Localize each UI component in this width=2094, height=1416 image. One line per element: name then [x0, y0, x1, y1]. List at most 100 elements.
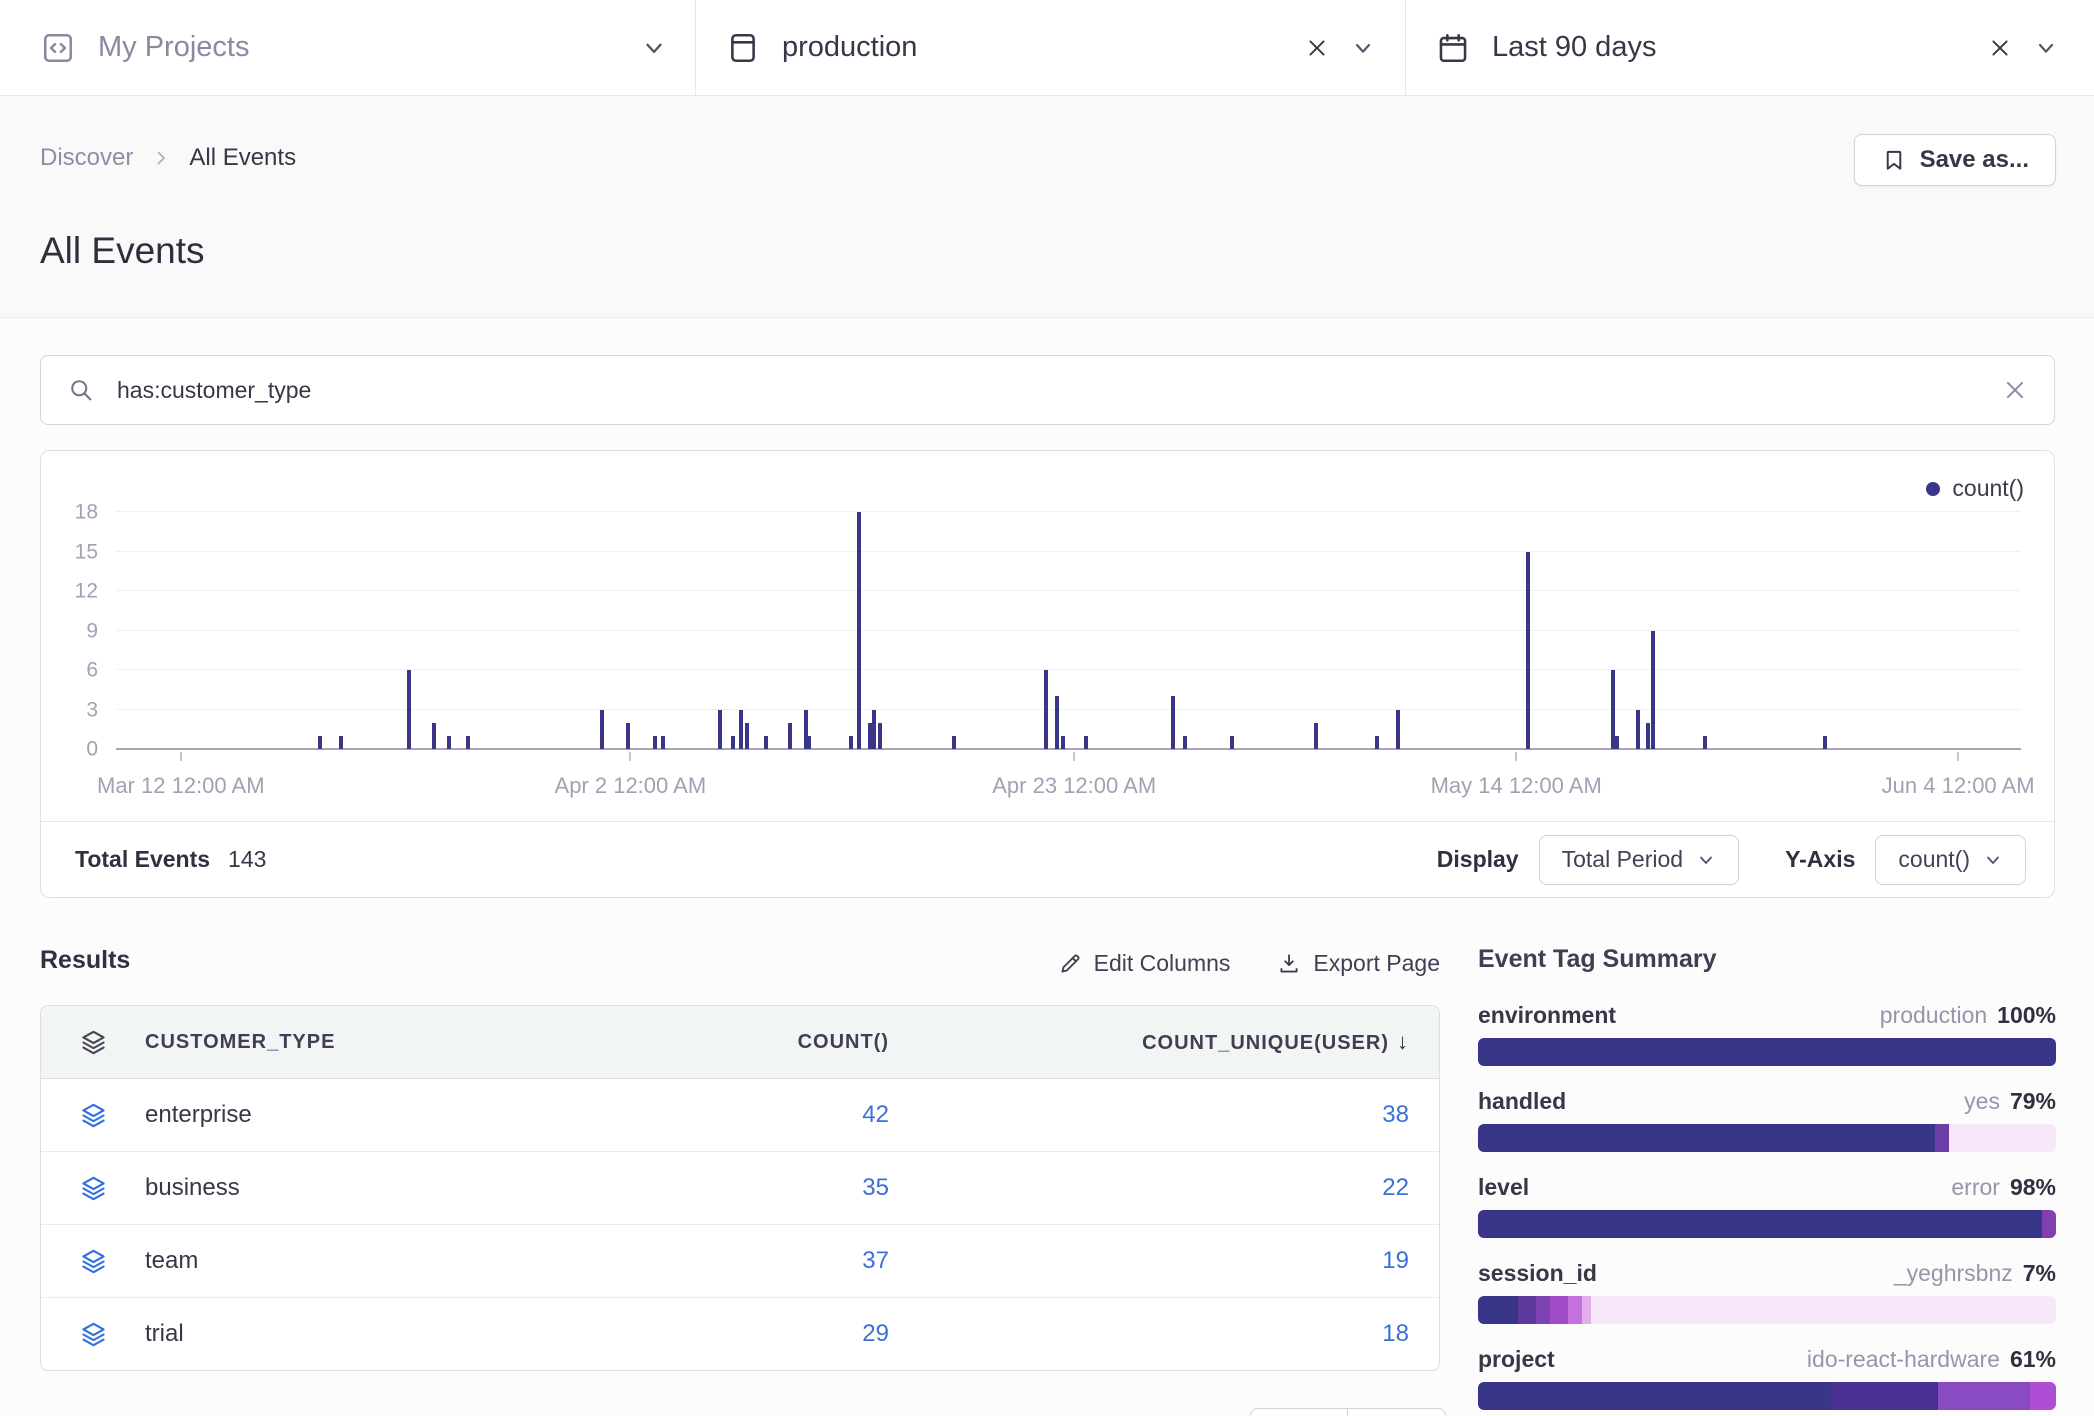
chart-bar[interactable]	[1182, 735, 1187, 749]
save-as-button[interactable]: Save as...	[1853, 134, 2056, 186]
date-range-selector[interactable]: Last 90 days	[1405, 0, 2094, 95]
chart-bar[interactable]	[1525, 551, 1530, 749]
tag-bar-segment[interactable]	[1830, 1382, 1938, 1410]
tag-bar-segment[interactable]	[1478, 1124, 1935, 1152]
tag-bar-segment[interactable]	[1550, 1296, 1568, 1324]
chevron-down-icon[interactable]	[1351, 36, 1375, 60]
chart-bar[interactable]	[432, 722, 437, 749]
tag-distribution-bar[interactable]	[1478, 1210, 2056, 1238]
edit-columns-button[interactable]: Edit Columns	[1057, 950, 1230, 977]
chevron-down-icon[interactable]	[641, 35, 667, 61]
tag-bar-segment[interactable]	[1937, 1382, 2030, 1410]
chart-bar[interactable]	[1171, 696, 1176, 749]
chart-bar[interactable]	[877, 722, 882, 749]
chart-bar[interactable]	[856, 512, 861, 749]
environment-selector[interactable]: production	[695, 0, 1405, 95]
chart-bar[interactable]	[1396, 709, 1401, 749]
clear-search-icon[interactable]	[2002, 377, 2028, 403]
chart-bar[interactable]	[447, 735, 452, 749]
chart-bar[interactable]	[868, 722, 873, 749]
chart-bar[interactable]	[1636, 709, 1641, 749]
chart-bar[interactable]	[1611, 670, 1616, 749]
next-page-button[interactable]: ›	[1348, 1408, 1446, 1416]
stack-icon[interactable]	[80, 1102, 107, 1129]
chart-bar[interactable]	[1055, 696, 1060, 749]
pencil-icon	[1057, 951, 1083, 977]
count-unique-link[interactable]: 18	[1382, 1320, 1409, 1347]
count-link[interactable]: 35	[862, 1174, 889, 1201]
chart-bar[interactable]	[1083, 735, 1088, 749]
chart-bar[interactable]	[807, 735, 812, 749]
export-page-button[interactable]: Export Page	[1276, 950, 1440, 977]
tag-bar-segment[interactable]	[1478, 1296, 1519, 1324]
legend-dot-icon	[1926, 481, 1941, 496]
chart-bar[interactable]	[466, 735, 471, 749]
column-header-count[interactable]: COUNT()	[797, 1030, 889, 1053]
display-dropdown[interactable]: Total Period	[1538, 834, 1740, 885]
tag-distribution-bar[interactable]	[1478, 1382, 2056, 1410]
chart-bar[interactable]	[763, 735, 768, 749]
count-link[interactable]: 42	[862, 1101, 889, 1128]
project-selector[interactable]: My Projects	[0, 0, 695, 95]
tag-bar-segment[interactable]	[1934, 1124, 1950, 1152]
count-unique-link[interactable]: 19	[1382, 1247, 1409, 1274]
chart-bar[interactable]	[731, 735, 736, 749]
tag-bar-segment[interactable]	[2041, 1210, 2056, 1238]
tag-bar-segment[interactable]	[1478, 1038, 2056, 1066]
chart-bar[interactable]	[626, 722, 631, 749]
chart-bar[interactable]	[407, 670, 412, 749]
breadcrumb-discover-link[interactable]: Discover	[40, 144, 134, 171]
chart-bar[interactable]	[1043, 670, 1048, 749]
count-unique-link[interactable]: 38	[1382, 1101, 1409, 1128]
chart-bar[interactable]	[1230, 735, 1235, 749]
chart-bar[interactable]	[1615, 735, 1620, 749]
chart-plot[interactable]: 0 3 6 9 12 15 18 Mar 12 12:00 AM Apr 2 12:00 AM A…	[75, 502, 2035, 799]
stack-icon[interactable]	[80, 1248, 107, 1275]
chart-bar[interactable]	[788, 722, 793, 749]
chart-bar[interactable]	[872, 709, 877, 749]
clear-date-range-icon[interactable]	[1988, 36, 2012, 60]
chevron-down-icon[interactable]	[2034, 36, 2058, 60]
chart-bar[interactable]	[338, 735, 343, 749]
tag-distribution-bar[interactable]	[1478, 1038, 2056, 1066]
count-unique-link[interactable]: 22	[1382, 1174, 1409, 1201]
chart-bar[interactable]	[1375, 735, 1380, 749]
chart-bar[interactable]	[1060, 735, 1065, 749]
chart-bar[interactable]	[1645, 722, 1650, 749]
chart-bar[interactable]	[660, 735, 665, 749]
tag-bar-segment[interactable]	[1478, 1382, 1831, 1410]
clear-environment-icon[interactable]	[1305, 36, 1329, 60]
chart-bar[interactable]	[317, 735, 322, 749]
chart-bar[interactable]	[717, 709, 722, 749]
column-header-count-unique[interactable]: COUNT_UNIQUE(USER) ↓	[919, 1029, 1439, 1055]
chart-bar[interactable]	[952, 735, 957, 749]
column-header-customer-type[interactable]: CUSTOMER_TYPE	[145, 1030, 336, 1053]
tag-bar-segment[interactable]	[1535, 1296, 1551, 1324]
tag-bar-segment[interactable]	[1478, 1210, 2042, 1238]
stack-icon[interactable]	[80, 1321, 107, 1348]
search-input[interactable]	[115, 375, 2002, 405]
chart-bar[interactable]	[803, 709, 808, 749]
chart-bar[interactable]	[1822, 735, 1827, 749]
tag-distribution-bar[interactable]	[1478, 1296, 2056, 1324]
y-axis-dropdown[interactable]: count()	[1875, 834, 2026, 885]
tag-distribution-bar[interactable]	[1478, 1124, 2056, 1152]
tag-bar-segment[interactable]	[1518, 1296, 1536, 1324]
chart-bar[interactable]	[1651, 630, 1656, 749]
tag-bar-segment[interactable]	[2029, 1382, 2056, 1410]
pagination: ‹ ›	[1250, 1408, 1446, 1416]
chart-bar[interactable]	[599, 709, 604, 749]
count-link[interactable]: 37	[862, 1247, 889, 1274]
previous-page-button[interactable]: ‹	[1250, 1408, 1348, 1416]
chart-bar[interactable]	[849, 735, 854, 749]
chart-bar[interactable]	[744, 722, 749, 749]
chart-bar[interactable]	[1314, 722, 1319, 749]
tag-bar-segment[interactable]	[1581, 1296, 1591, 1324]
chart-bar[interactable]	[738, 709, 743, 749]
tag-bar-segment[interactable]	[1567, 1296, 1582, 1324]
chart-bar[interactable]	[653, 735, 658, 749]
stack-icon[interactable]	[80, 1175, 107, 1202]
chart-bar[interactable]	[1702, 735, 1707, 749]
count-link[interactable]: 29	[862, 1320, 889, 1347]
